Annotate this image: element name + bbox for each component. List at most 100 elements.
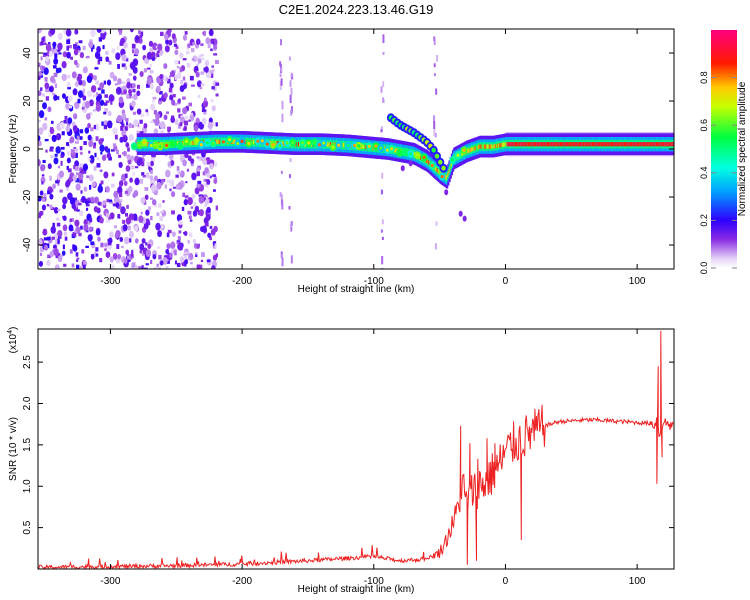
stray-blob	[462, 215, 467, 222]
noise-cell	[186, 46, 189, 50]
noise-cell	[117, 253, 122, 260]
noise-cell	[119, 184, 122, 188]
noise-cell	[108, 94, 115, 103]
streak-cell	[381, 256, 384, 265]
noise-cell	[132, 171, 135, 176]
ridge-cell	[474, 146, 477, 151]
noise-cell	[38, 239, 43, 246]
noise-cell	[177, 60, 180, 65]
noise-cell	[210, 228, 216, 236]
noise-cell	[117, 186, 123, 194]
ridge-cell	[393, 148, 397, 153]
noise-cell	[187, 210, 192, 215]
colorbar-ticks: 0.0 0.2 0.4 0.6 0.8	[699, 71, 737, 274]
noise-cell	[124, 125, 129, 132]
ridge-cell	[621, 142, 624, 147]
noise-cell	[163, 92, 168, 99]
noise-cell	[209, 163, 214, 170]
noise-cell	[88, 41, 94, 49]
noise-cell	[205, 213, 211, 221]
noise-cell	[65, 29, 72, 37]
noise-cell	[83, 66, 88, 74]
noise-cell	[197, 157, 201, 161]
ridge-cell	[275, 141, 278, 146]
noise-cell	[75, 148, 78, 152]
noise-cell	[127, 147, 130, 152]
noise-cell	[98, 93, 102, 98]
noise-cell	[195, 252, 198, 255]
noise-cell	[62, 224, 68, 232]
noise-cell	[198, 209, 204, 217]
ridge-cell	[585, 142, 589, 147]
noise-cell	[177, 123, 182, 129]
snr-frame	[37, 328, 675, 570]
noise-cell	[143, 222, 149, 230]
noise-cell	[200, 226, 205, 232]
noise-cell	[40, 41, 44, 46]
noise-cell	[165, 39, 169, 45]
noise-cell	[44, 82, 50, 90]
ridge-cell	[596, 142, 599, 147]
noise-cell	[107, 110, 112, 117]
ridge-cell	[508, 142, 512, 147]
noise-cell	[213, 47, 217, 51]
ridge-blob-core	[346, 143, 350, 148]
noise-cell	[108, 60, 112, 65]
noise-cell	[117, 78, 122, 85]
ridge-cell	[483, 144, 487, 149]
noise-cell	[52, 79, 56, 84]
noise-cell	[127, 94, 132, 99]
noise-cell	[41, 36, 45, 43]
noise-cell	[212, 174, 217, 177]
ridge-cell	[497, 143, 500, 148]
noise-cell	[178, 244, 184, 251]
streak-cell	[280, 67, 283, 72]
ridge-cell	[665, 142, 668, 147]
noise-cell	[119, 199, 123, 203]
ridge-blob-core	[247, 141, 251, 146]
ridge-cell	[551, 142, 554, 147]
noise-cell	[42, 54, 47, 57]
noise-cell	[76, 47, 81, 51]
noise-cell	[156, 50, 160, 53]
ridge-cell	[493, 144, 496, 149]
ridge-cell	[328, 142, 331, 147]
ridge-cell	[565, 142, 568, 147]
noise-cell	[43, 193, 47, 198]
ridge-cell	[486, 144, 489, 149]
noise-cell	[201, 252, 205, 257]
ridge-blob-core	[374, 144, 378, 148]
ridge-cell	[575, 142, 578, 147]
noise-cell	[73, 146, 77, 149]
ridge-cell	[449, 165, 452, 170]
ridge-cell	[518, 142, 521, 147]
noise-cell	[131, 262, 136, 267]
streak-cell	[433, 36, 436, 42]
snr-y-label: SNR (10 * v/v)	[8, 417, 19, 481]
snr-panel: -300 -200 -100 0 100 0.5 1.0 1.5 2.0 2.5 Height …	[7, 327, 675, 595]
noise-cell	[177, 171, 182, 174]
noise-cell	[73, 197, 77, 201]
noise-cell	[76, 259, 79, 262]
noise-cell	[150, 103, 156, 111]
noise-cell	[88, 140, 94, 148]
ridge-cell	[549, 142, 552, 147]
noise-cell	[105, 51, 109, 55]
noise-cell	[56, 222, 61, 227]
noise-cell	[43, 244, 49, 251]
noise-cell	[46, 259, 51, 267]
noise-cell	[160, 31, 164, 36]
noise-cell	[108, 156, 112, 161]
noise-cell	[51, 120, 54, 124]
noise-cell	[50, 154, 54, 159]
noise-cell	[74, 166, 79, 171]
noise-cell	[121, 129, 127, 137]
noise-cell	[159, 97, 162, 101]
streak-cell	[382, 51, 385, 55]
noise-cell	[168, 87, 173, 93]
noise-cell	[112, 203, 116, 207]
noise-cell	[113, 190, 119, 198]
noise-cell	[158, 254, 162, 260]
noise-cell	[151, 51, 156, 58]
stray-blob	[458, 210, 463, 217]
